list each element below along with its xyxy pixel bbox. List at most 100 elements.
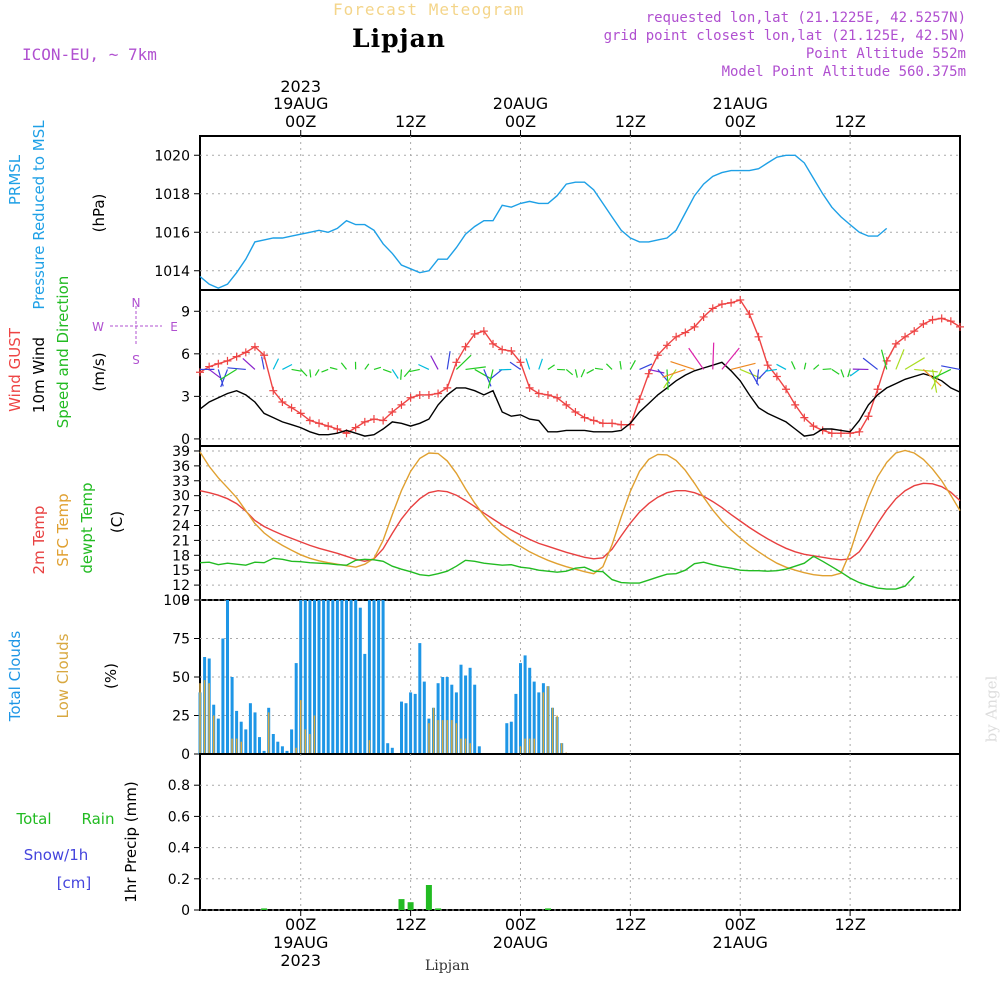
bar-total bbox=[537, 692, 541, 754]
gust-point bbox=[873, 385, 882, 394]
wind-arrow bbox=[547, 364, 555, 370]
gust-point bbox=[351, 423, 360, 432]
bar-low bbox=[556, 715, 558, 754]
bar-total bbox=[409, 692, 413, 754]
gust-point bbox=[864, 412, 873, 421]
wind-arrow bbox=[849, 368, 860, 377]
wind-arrow bbox=[455, 354, 472, 370]
wind-arrow bbox=[629, 360, 636, 370]
wind-arrow bbox=[409, 368, 420, 373]
wind-label: 10m Wind bbox=[30, 337, 48, 413]
bar-total bbox=[226, 600, 229, 754]
y-tick-label-temp: 12 bbox=[172, 578, 190, 594]
bar-low bbox=[203, 680, 206, 754]
wind-arrow bbox=[574, 369, 578, 378]
wind-arrow bbox=[465, 366, 486, 371]
gust-point bbox=[489, 339, 498, 348]
bar-total bbox=[335, 600, 339, 754]
bar-total bbox=[299, 600, 303, 754]
bar-low bbox=[428, 723, 430, 754]
bar-low bbox=[199, 683, 201, 754]
gust-point bbox=[617, 420, 626, 429]
gust-point bbox=[287, 403, 296, 412]
bottom-hour-label: 00Z bbox=[505, 915, 536, 934]
y-tick-label-temp: 15 bbox=[172, 563, 190, 579]
bar-total bbox=[422, 681, 426, 754]
wind-arrow bbox=[329, 366, 338, 370]
pressure-label-short: PRMSL bbox=[6, 154, 24, 205]
wind-arrow bbox=[666, 369, 669, 390]
grid-temp bbox=[194, 446, 960, 601]
y-tick-label-temp: 18 bbox=[172, 548, 190, 564]
bar-total bbox=[285, 750, 289, 754]
wind-arrow bbox=[586, 368, 595, 374]
wind-arrow bbox=[790, 361, 796, 370]
wind-arrow bbox=[291, 368, 302, 372]
bar-total bbox=[404, 703, 408, 754]
bar-low bbox=[542, 692, 545, 754]
bottom-date-label: 20AUG bbox=[493, 933, 548, 952]
gust-point bbox=[699, 312, 708, 321]
bar-total bbox=[532, 681, 536, 754]
bottom-date-label: 19AUG bbox=[273, 933, 328, 952]
gust-point bbox=[919, 320, 928, 329]
bar-low bbox=[455, 723, 458, 754]
wind-arrow bbox=[847, 369, 851, 378]
wind-dir-label: Speed and Direction bbox=[54, 276, 72, 429]
gust-point bbox=[223, 356, 232, 365]
wind-arrow bbox=[565, 368, 574, 376]
bar-total bbox=[340, 600, 344, 754]
gust-point bbox=[946, 317, 955, 326]
wind-arrow bbox=[648, 368, 665, 374]
panel-frame-pressure bbox=[199, 135, 961, 291]
bar-total bbox=[230, 677, 234, 754]
gust-point bbox=[461, 342, 470, 351]
compass-n: N bbox=[132, 295, 141, 309]
bar-low bbox=[240, 741, 242, 754]
wind-arrow bbox=[309, 369, 312, 378]
wind-arrow bbox=[756, 369, 760, 385]
bar-total bbox=[464, 675, 468, 754]
y-tick-label-pressure: 1016 bbox=[154, 225, 190, 241]
bar-low bbox=[446, 720, 448, 754]
wind-arrow bbox=[831, 368, 840, 375]
gust-point bbox=[956, 322, 964, 331]
wind-arrow bbox=[314, 369, 320, 376]
wind-arrow bbox=[662, 368, 686, 378]
point-altitude: Point Altitude 552m bbox=[805, 46, 966, 62]
bar-total bbox=[505, 723, 509, 754]
bottom-hour-label: 00Z bbox=[285, 915, 316, 934]
gust-point bbox=[232, 352, 241, 361]
y-tick-label-pressure: 1018 bbox=[154, 187, 190, 203]
gust-point bbox=[324, 422, 333, 431]
bar-low bbox=[368, 740, 371, 754]
wind-arrow bbox=[487, 369, 494, 389]
wind-arrow bbox=[862, 357, 878, 370]
wind-arrow bbox=[730, 362, 756, 371]
gust-point bbox=[589, 416, 598, 425]
gust-point bbox=[891, 339, 900, 348]
y-tick-label-wind: 3 bbox=[181, 389, 190, 405]
bar-low bbox=[235, 738, 238, 754]
gust-point bbox=[241, 348, 250, 357]
bar-low bbox=[547, 686, 549, 754]
compass-e: E bbox=[170, 320, 178, 334]
wind-arrow bbox=[400, 369, 403, 380]
gust-point bbox=[662, 341, 671, 350]
wind-arrow bbox=[594, 367, 603, 371]
gust-point bbox=[562, 400, 571, 409]
bar-low bbox=[313, 715, 316, 754]
bar-low bbox=[560, 743, 563, 754]
gridpoint-location: grid point closest lon,lat (21.125E, 42.… bbox=[603, 28, 966, 44]
compass-w: W bbox=[92, 320, 104, 334]
bar-total bbox=[313, 600, 316, 754]
gust-point bbox=[470, 329, 479, 338]
top-hour-label: 00Z bbox=[285, 112, 316, 131]
gust-point bbox=[745, 310, 754, 319]
bar-total bbox=[294, 663, 298, 754]
wind-arrow bbox=[509, 361, 521, 370]
wind-arrow bbox=[895, 349, 905, 370]
gust-point bbox=[516, 358, 525, 367]
bar-rain bbox=[398, 899, 405, 910]
gust-point bbox=[534, 389, 543, 398]
